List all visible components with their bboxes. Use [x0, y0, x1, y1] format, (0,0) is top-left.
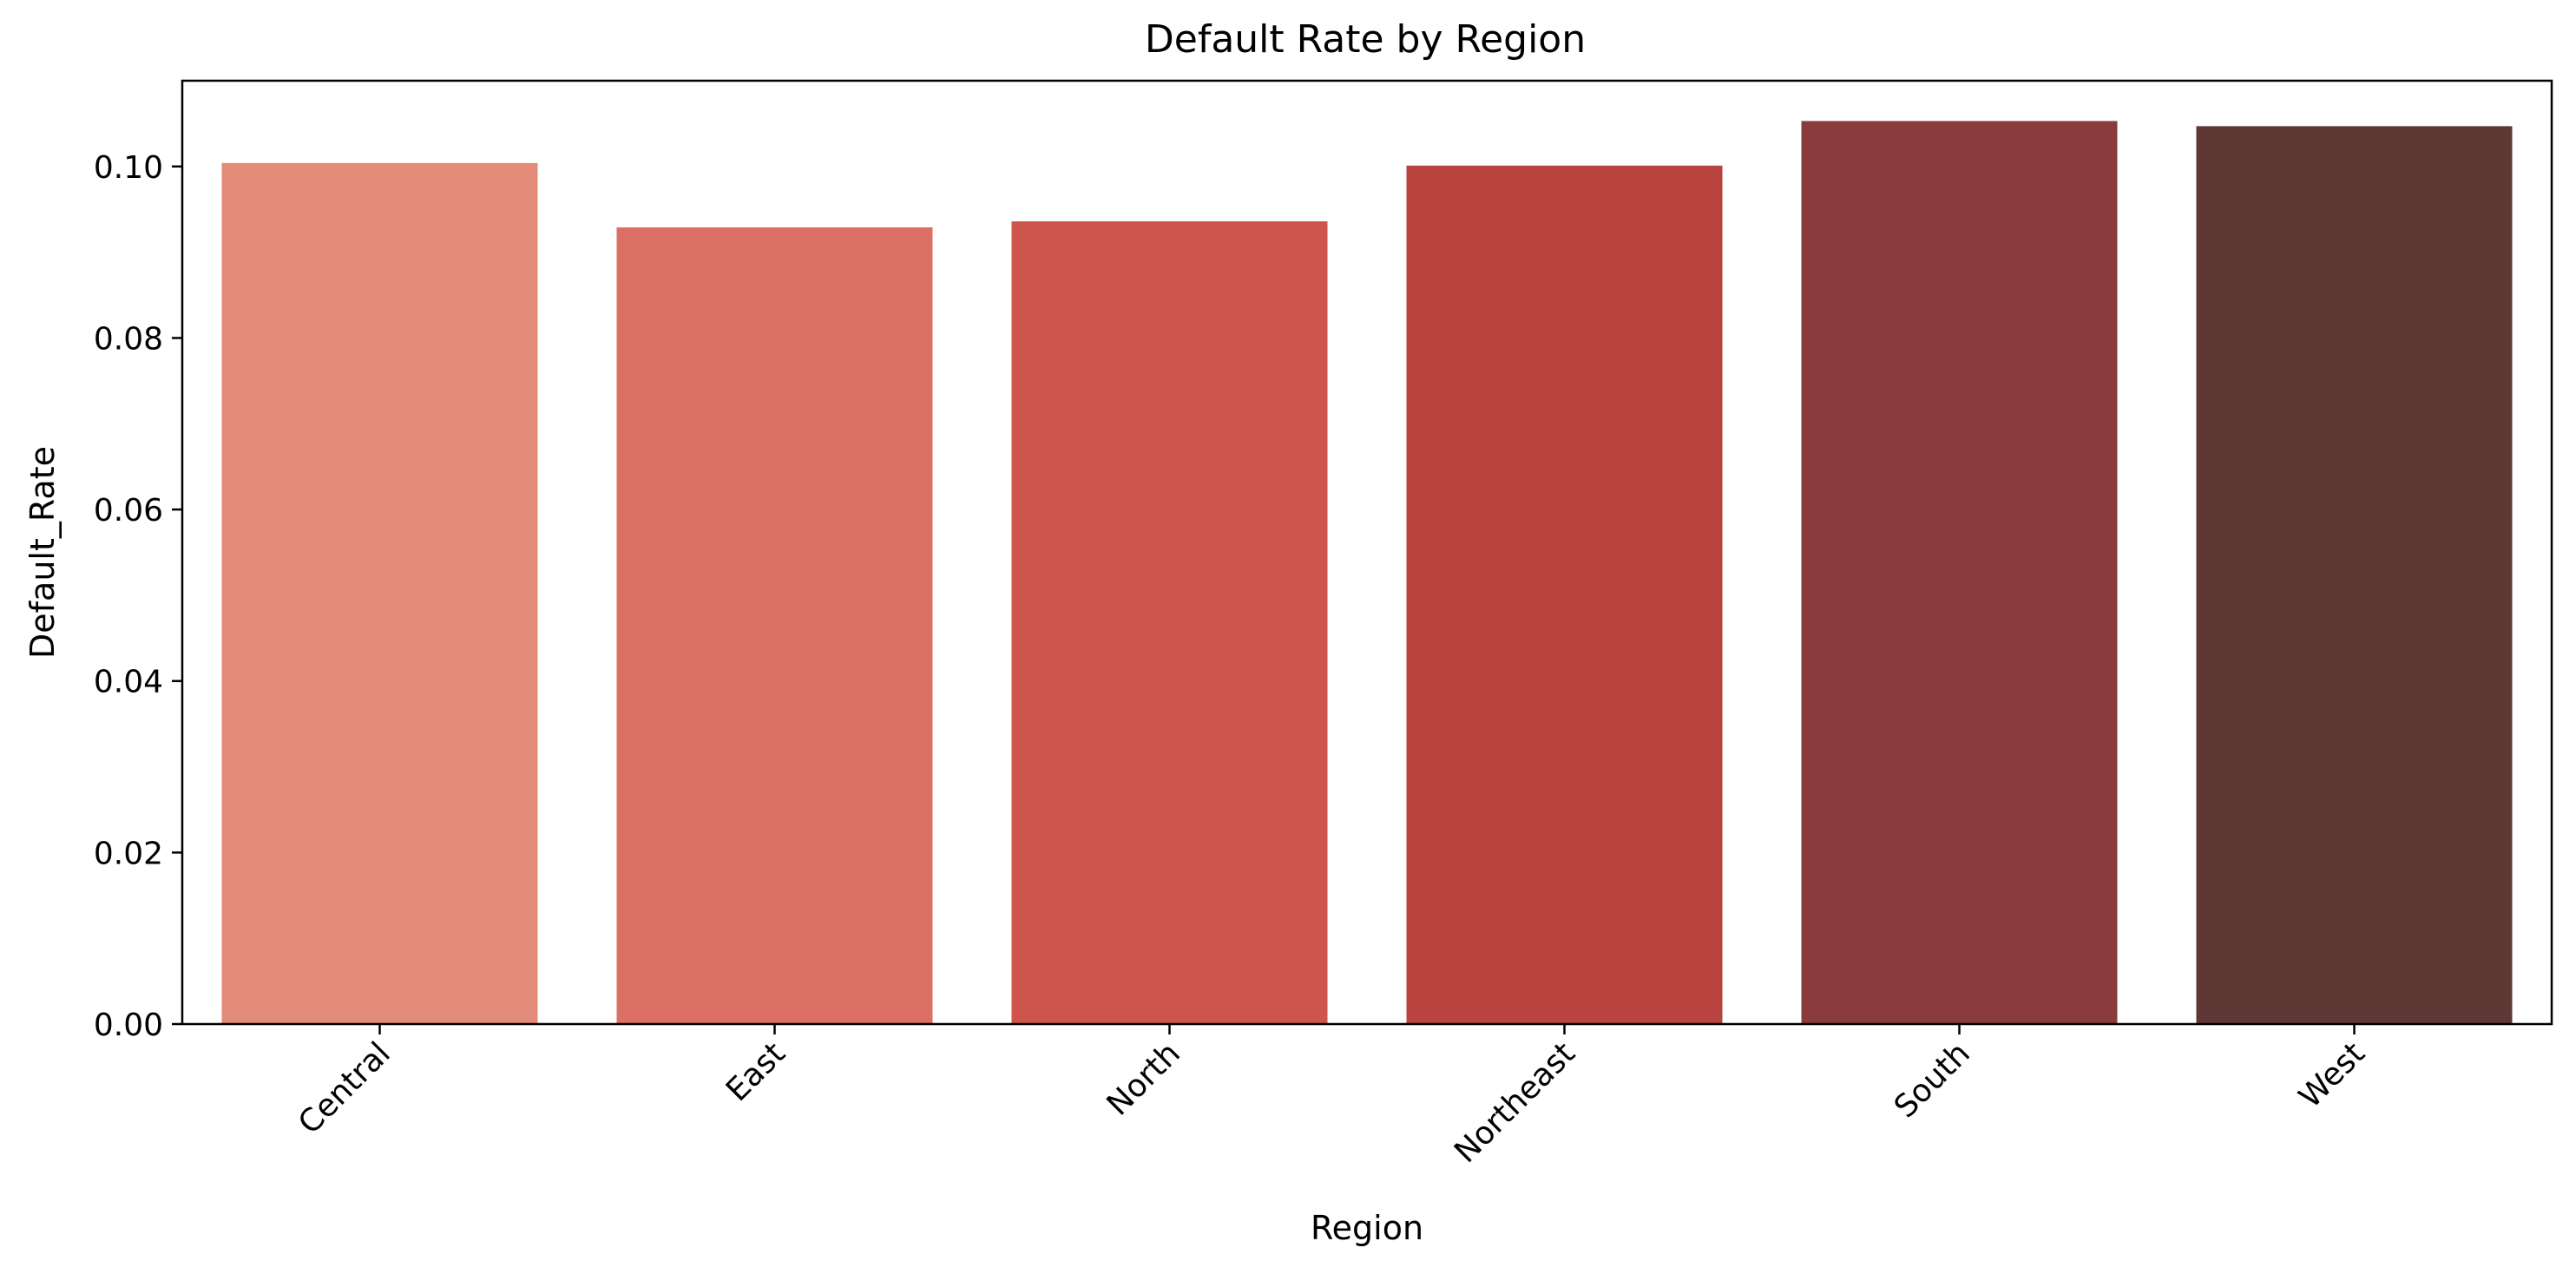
chart-title: Default Rate by Region: [1145, 17, 1586, 62]
y-tick-label: 0.04: [94, 665, 163, 700]
y-tick-label: 0.10: [94, 150, 163, 186]
x-axis-label: Region: [1311, 1209, 1423, 1247]
y-axis: 0.00 0.02 0.04 0.06 0.08 0.10: [94, 150, 182, 1043]
plot-frame: [181, 79, 2553, 1026]
bars-group: [221, 121, 2513, 1024]
bar-northeast: [1406, 165, 1723, 1024]
bar-central: [221, 162, 538, 1024]
bar-east: [616, 227, 933, 1024]
y-tick-label: 0.02: [94, 836, 163, 871]
y-tick-label: 0.00: [94, 1008, 163, 1043]
y-axis-label: Default_Rate: [23, 446, 62, 659]
bar-south: [1801, 121, 2118, 1024]
bar-west: [2196, 126, 2513, 1024]
y-tick-label: 0.06: [94, 493, 163, 529]
y-tick-label: 0.08: [94, 321, 163, 357]
bar-north: [1011, 221, 1328, 1024]
